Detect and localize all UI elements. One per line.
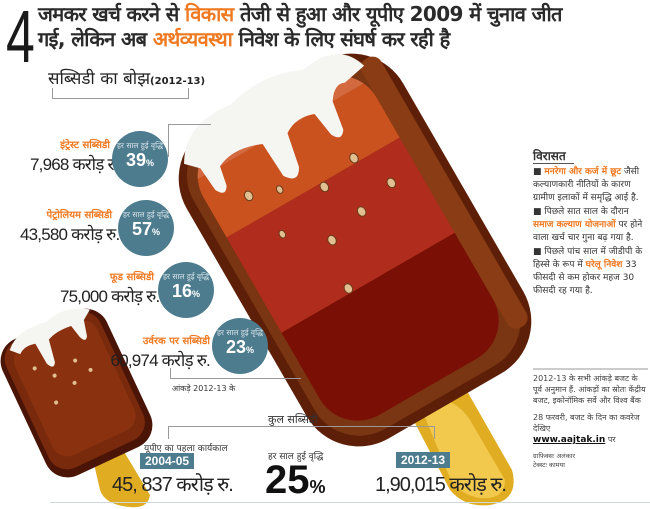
headline-line-2: गई, लेकिन अब अर्थव्यवस्था निवेश के लिए स… [38, 27, 450, 51]
source-note: 2012-13 के सभी आंकड़े बजट के पूर्व अनुमा… [533, 374, 646, 405]
legacy-title: विरासत [533, 150, 574, 164]
section-number: 4 [6, 0, 35, 78]
aajtak-link[interactable]: www.aajtak.in [533, 435, 606, 445]
title-bracket [52, 88, 189, 99]
credits: ग्राफिक्सः अलंकार टेक्स्टः कामया [533, 452, 576, 469]
coverage-note: 28 फरवरी, बजट के दिन का कवरेज देखिए www.a… [533, 413, 640, 445]
year-badge-2004: 2004-05 [140, 453, 195, 469]
growth-circle-food: हर साल हुई वृद्धि 16% [158, 262, 214, 318]
headline-highlight-vikas: विकास [185, 2, 234, 26]
connector-fertilizer [170, 368, 301, 379]
total-2012-value: 1,90,015 करोड़ रु. [375, 474, 507, 496]
growth-circle-interest: हर साल हुई वृद्धि 39% [112, 131, 168, 187]
connector-interest [168, 124, 211, 157]
legacy-point-3: ■ पिछले पांच साल में जीडीपी के हिस्से के… [533, 247, 643, 296]
headline-line-1: जमकर खर्च करने से विकास तेजी से हुआ और य… [38, 2, 562, 26]
upa-first-term-caption: यूपीए का पहला कार्यकाल [144, 444, 228, 454]
headline-highlight-economy: अर्थव्यवस्था [152, 27, 233, 51]
total-subsidy-title: कुल सब्सिडी [268, 413, 318, 426]
small-popsicle-icon [0, 308, 153, 478]
legacy-point-2: ■ पिछले सात साल के दौरान समाज कल्याण योज… [533, 207, 643, 243]
headline: जमकर खर्च करने से विकास तेजी से हुआ और य… [38, 2, 638, 52]
annual-growth-label: हर साल हुई वृद्धि [268, 452, 324, 462]
bottom-divider [50, 502, 650, 503]
subsidy-item-fertilizer: उर्वरक पर सब्सिडी 60,974 करोड़ रु. [110, 336, 211, 370]
subsidy-item-interest: इंट्रेस्ट सब्सिडी 7,968 करोड़ रु. [30, 140, 122, 174]
total-bracket [168, 426, 435, 439]
growth-circle-petroleum: हर साल हुई वृद्धि 57% [118, 200, 174, 256]
data-year-note: आंकड़े 2012-13 के [172, 384, 236, 393]
year-badge-2012: 2012-13 [396, 452, 451, 468]
subsidy-burden-title: सब्सिडी का बोझ(2012-13) [48, 69, 206, 89]
big-popsicle-icon [178, 53, 532, 447]
subsidy-item-food: फूड सब्सिडी 75,000 करोड़ रु. [60, 272, 160, 306]
subsidy-item-petroleum: पेट्रोलियम सब्सिडी 43,580 करोड़ रु. [20, 210, 120, 244]
footer-notes: 2012-13 के सभी आंकड़े बजट के पूर्व अनुमा… [533, 368, 648, 470]
legacy-point-1: ■ मनरेगा और कर्ज में छूट जैसी कल्याणकारी… [533, 167, 640, 203]
annual-growth-value: 25% [265, 458, 326, 502]
legacy-sidebar: विरासत ■ मनरेगा और कर्ज में छूट जैसी कल्… [533, 150, 648, 299]
total-2004-value: 45, 837 करोड़ रु. [112, 474, 234, 496]
growth-circle-fertilizer: हर साल हुई वृद्धि 23% [212, 318, 268, 374]
